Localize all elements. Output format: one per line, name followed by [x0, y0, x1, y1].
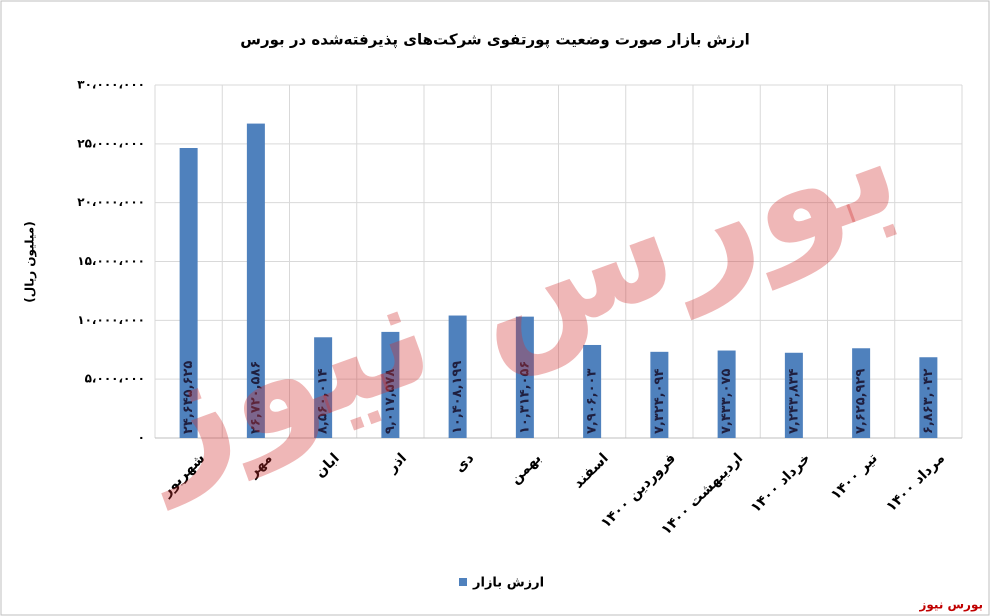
bar [515, 316, 534, 438]
data-label: ۱۰,۳۱۴,۰۵۶ [517, 361, 532, 434]
bar [717, 350, 736, 438]
y-tick-label: ۱۰،۰۰۰،۰۰۰ [77, 313, 145, 327]
bar [650, 351, 669, 438]
data-label: ۲۴,۶۴۵,۶۲۵ [181, 361, 196, 434]
bar [784, 352, 803, 438]
data-label: ۷,۹۰۶,۰۰۳ [585, 369, 600, 434]
y-axis-label: (میلیون ریال) [23, 221, 38, 302]
data-label: ۹,۰۱۷,۵۷۸ [383, 369, 398, 434]
source: بورس نیوز [918, 598, 983, 613]
bar [381, 331, 400, 438]
legend-label: ارزش بازار [472, 576, 544, 591]
data-label: ۷,۲۴۳,۸۳۴ [786, 369, 801, 434]
chart-title: ارزش بازار صورت وضعیت پورتفوی شرکت‌های پ… [240, 31, 749, 50]
y-tick-label: ۳۰،۰۰۰،۰۰۰ [77, 78, 145, 92]
bar [583, 344, 602, 438]
bar [448, 315, 467, 438]
bar [919, 357, 938, 438]
bar [314, 337, 333, 438]
data-label: ۷,۳۲۴,۰۹۴ [652, 369, 667, 434]
data-label: ۶,۸۶۳,۰۴۲ [921, 369, 936, 434]
y-tick-label: ۲۵،۰۰۰،۰۰۰ [77, 136, 145, 150]
data-label: ۷,۶۲۵,۹۲۹ [854, 369, 869, 434]
y-tick-label: ۵،۰۰۰،۰۰۰ [85, 372, 145, 386]
y-tick-label: ۰ [138, 431, 145, 445]
data-label: ۱۰,۴۰۸,۱۹۹ [450, 361, 465, 434]
y-tick-label: ۱۵،۰۰۰،۰۰۰ [77, 254, 145, 268]
bar [852, 348, 871, 438]
legend-swatch [459, 578, 467, 586]
data-label: ۷,۴۳۳,۰۷۵ [719, 369, 734, 434]
y-tick-label: ۲۰،۰۰۰،۰۰۰ [77, 195, 145, 209]
data-label: ۲۶,۷۲۰,۵۸۶ [248, 361, 263, 434]
bar [246, 123, 265, 438]
data-label: ۸,۵۶۰,۰۱۴ [316, 369, 331, 434]
bar [179, 148, 198, 438]
